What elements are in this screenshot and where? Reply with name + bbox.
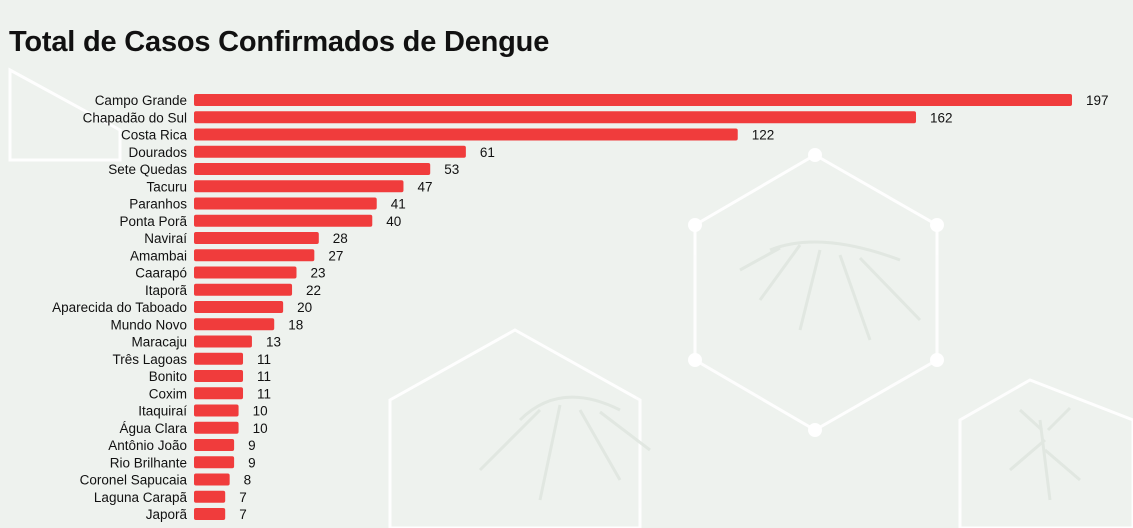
value-label: 22 xyxy=(306,283,321,298)
category-label: Tacuru xyxy=(146,179,187,194)
category-label: Campo Grande xyxy=(95,93,187,108)
bar xyxy=(194,128,738,141)
bar xyxy=(194,335,252,348)
value-label: 40 xyxy=(386,214,401,229)
category-label: Antônio João xyxy=(108,438,187,453)
bar xyxy=(194,94,1072,106)
category-label: Itaquiraí xyxy=(138,404,187,419)
value-label: 11 xyxy=(257,352,271,367)
value-label: 41 xyxy=(391,197,406,212)
category-label: Água Clara xyxy=(119,421,187,436)
category-label: Sete Quedas xyxy=(108,162,187,177)
bar xyxy=(194,387,244,400)
value-label: 13 xyxy=(266,335,281,350)
value-label: 11 xyxy=(257,386,271,401)
bar xyxy=(194,439,235,451)
bar xyxy=(194,180,404,193)
category-label: Bonito xyxy=(149,369,187,384)
bar xyxy=(194,197,377,210)
value-label: 7 xyxy=(239,507,247,522)
bar xyxy=(194,249,315,262)
bar xyxy=(194,145,466,158)
value-label: 23 xyxy=(311,266,326,281)
category-label: Coxim xyxy=(149,386,187,401)
category-label: Aparecida do Taboado xyxy=(52,300,187,315)
category-label: Caarapó xyxy=(135,266,187,281)
value-label: 11 xyxy=(257,369,271,384)
bar xyxy=(194,214,373,227)
value-label: 122 xyxy=(752,128,775,143)
value-label: 53 xyxy=(444,162,459,177)
category-label: Maracaju xyxy=(131,335,187,350)
bar xyxy=(194,266,297,279)
value-label: 27 xyxy=(328,248,343,263)
bar xyxy=(194,370,244,382)
bar xyxy=(194,473,230,486)
category-label: Naviraí xyxy=(144,231,187,246)
category-label: Chapadão do Sul xyxy=(83,110,187,125)
value-label: 7 xyxy=(239,490,247,505)
bar xyxy=(194,232,319,244)
value-label: 10 xyxy=(253,421,268,436)
category-label: Costa Rica xyxy=(121,128,188,143)
value-label: 47 xyxy=(417,179,432,194)
category-label: Mundo Novo xyxy=(110,317,187,332)
chart-title: Total de Casos Confirmados de Dengue xyxy=(9,26,550,58)
value-label: 10 xyxy=(253,404,268,419)
value-label: 8 xyxy=(244,473,252,488)
bar xyxy=(194,490,226,503)
value-label: 197 xyxy=(1086,93,1109,108)
category-label: Amambai xyxy=(130,248,187,263)
bar xyxy=(194,404,239,417)
bar xyxy=(194,421,239,434)
value-label: 162 xyxy=(930,110,953,125)
bar xyxy=(194,318,275,331)
category-label: Itaporã xyxy=(145,283,188,298)
bar xyxy=(194,301,284,313)
value-label: 9 xyxy=(248,438,256,453)
category-label: Rio Brilhante xyxy=(110,455,187,470)
category-label: Ponta Porã xyxy=(119,214,187,229)
category-label: Coronel Sapucaia xyxy=(80,473,188,488)
category-label: Japorã xyxy=(146,507,188,522)
value-label: 9 xyxy=(248,455,256,470)
value-label: 28 xyxy=(333,231,348,246)
category-label: Paranhos xyxy=(129,197,187,212)
category-label: Laguna Carapã xyxy=(94,490,188,505)
bar xyxy=(194,283,293,296)
bar xyxy=(194,163,431,175)
bar xyxy=(194,111,917,124)
bar xyxy=(194,456,235,469)
bar xyxy=(194,508,226,520)
value-label: 18 xyxy=(288,317,303,332)
category-label: Dourados xyxy=(128,145,187,160)
value-label: 61 xyxy=(480,145,495,160)
value-label: 20 xyxy=(297,300,312,315)
category-label: Três Lagoas xyxy=(112,352,187,367)
bar xyxy=(194,352,244,365)
